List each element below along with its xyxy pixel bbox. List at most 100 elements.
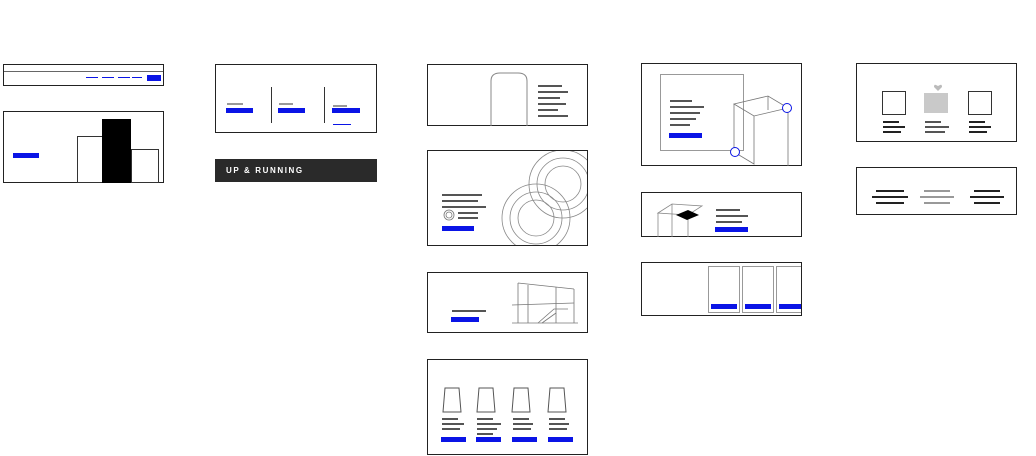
text-line-placeholder bbox=[477, 423, 501, 425]
column-heading-line bbox=[227, 103, 243, 105]
column-heading-line bbox=[279, 103, 293, 105]
text-line-placeholder bbox=[549, 423, 569, 425]
hero-bar-center bbox=[102, 119, 131, 183]
text-line-placeholder bbox=[670, 106, 704, 108]
column-cta-placeholder bbox=[278, 108, 305, 113]
inner-card-outline bbox=[660, 74, 744, 151]
text-line-placeholder bbox=[924, 190, 950, 192]
wireframe-house-panel bbox=[427, 272, 588, 333]
wireframe-text-columns-panel bbox=[856, 167, 1017, 215]
text-line-placeholder bbox=[670, 124, 690, 126]
text-line-placeholder bbox=[925, 131, 945, 133]
cup-outline-icon bbox=[442, 387, 567, 413]
text-line-placeholder bbox=[925, 126, 949, 128]
text-line-placeholder bbox=[538, 97, 560, 99]
nav-link-placeholder bbox=[86, 77, 98, 78]
column-cta-placeholder bbox=[332, 108, 360, 113]
text-line-placeholder bbox=[883, 121, 899, 123]
wireframe-hero-bars bbox=[3, 111, 164, 183]
wireframe-box-panel bbox=[641, 63, 802, 166]
column-divider bbox=[271, 87, 272, 123]
panel-cta-placeholder bbox=[442, 226, 474, 231]
wireframe-circles-panel bbox=[427, 150, 588, 246]
text-line-placeholder bbox=[452, 310, 486, 312]
card-outline bbox=[708, 266, 740, 313]
column-divider bbox=[324, 87, 325, 123]
text-line-placeholder bbox=[442, 206, 486, 208]
wireframe-three-columns bbox=[215, 64, 377, 133]
text-line-placeholder bbox=[876, 202, 904, 204]
card-cta-placeholder bbox=[512, 437, 537, 442]
nav-divider bbox=[4, 71, 163, 72]
card-outline bbox=[742, 266, 774, 313]
text-line-placeholder bbox=[970, 196, 1004, 198]
column-link-underline bbox=[333, 124, 351, 125]
text-line-placeholder bbox=[716, 221, 742, 223]
text-line-placeholder bbox=[716, 215, 748, 217]
hero-cta-placeholder bbox=[13, 153, 39, 158]
panel-cta-placeholder bbox=[669, 133, 702, 138]
card-cta-placeholder bbox=[548, 437, 573, 442]
text-line-placeholder bbox=[924, 202, 950, 204]
wireframe-tiles-panel bbox=[856, 63, 1017, 142]
text-line-placeholder bbox=[876, 190, 904, 192]
text-line-placeholder bbox=[513, 428, 531, 430]
wireframe-floor-panel bbox=[641, 192, 802, 237]
text-line-placeholder bbox=[883, 126, 905, 128]
card-outline bbox=[776, 266, 801, 313]
text-line-placeholder bbox=[538, 85, 562, 87]
card-cta-placeholder bbox=[711, 304, 737, 309]
column-cta-placeholder bbox=[226, 108, 253, 113]
wireframe-arch-panel bbox=[427, 64, 588, 126]
tile-filled bbox=[924, 93, 948, 113]
text-line-placeholder bbox=[969, 131, 987, 133]
text-line-placeholder bbox=[513, 418, 529, 420]
card-cta-placeholder bbox=[476, 437, 501, 442]
text-line-placeholder bbox=[920, 196, 954, 198]
wireframe-nav-header bbox=[3, 64, 164, 86]
text-line-placeholder bbox=[872, 196, 908, 198]
text-line-placeholder bbox=[670, 100, 692, 102]
text-line-placeholder bbox=[477, 418, 493, 420]
text-line-placeholder bbox=[513, 423, 533, 425]
column-heading-line bbox=[333, 105, 347, 107]
text-line-placeholder bbox=[670, 112, 700, 114]
text-line-placeholder bbox=[442, 418, 458, 420]
text-line-placeholder bbox=[442, 428, 460, 430]
text-line-placeholder bbox=[969, 121, 985, 123]
nav-link-placeholder bbox=[118, 77, 130, 78]
card-cta-placeholder bbox=[441, 437, 466, 442]
text-line-placeholder bbox=[538, 115, 568, 117]
text-line-placeholder bbox=[458, 212, 478, 214]
text-line-placeholder bbox=[716, 209, 740, 211]
tile-outline bbox=[968, 91, 992, 115]
up-and-running-banner: UP & RUNNING bbox=[215, 159, 377, 182]
text-line-placeholder bbox=[974, 202, 1000, 204]
text-line-placeholder bbox=[670, 118, 696, 120]
wireframe-cards-panel bbox=[641, 262, 802, 316]
nav-link-placeholder bbox=[132, 77, 142, 78]
text-line-placeholder bbox=[969, 126, 991, 128]
card-cta-placeholder bbox=[779, 304, 801, 309]
text-line-placeholder bbox=[538, 91, 568, 93]
hero-bar-left bbox=[77, 136, 103, 183]
text-line-placeholder bbox=[925, 121, 941, 123]
text-line-placeholder bbox=[458, 217, 478, 219]
concentric-circles-icon bbox=[443, 151, 587, 245]
text-line-placeholder bbox=[538, 103, 566, 105]
wireframe-cups-panel bbox=[427, 359, 588, 455]
text-line-placeholder bbox=[538, 109, 558, 111]
text-line-placeholder bbox=[442, 200, 478, 202]
text-line-placeholder bbox=[974, 190, 1000, 192]
nav-cta-button bbox=[147, 75, 161, 81]
panel-cta-placeholder bbox=[451, 317, 479, 322]
text-line-placeholder bbox=[442, 423, 464, 425]
hero-bar-right bbox=[131, 149, 159, 183]
tile-outline bbox=[882, 91, 906, 115]
house-outline-icon bbox=[511, 282, 578, 324]
heart-shape-icon bbox=[934, 84, 942, 91]
text-line-placeholder bbox=[477, 428, 497, 430]
text-line-placeholder bbox=[549, 428, 567, 430]
text-line-placeholder bbox=[442, 194, 482, 196]
isometric-box-icon bbox=[730, 95, 792, 166]
